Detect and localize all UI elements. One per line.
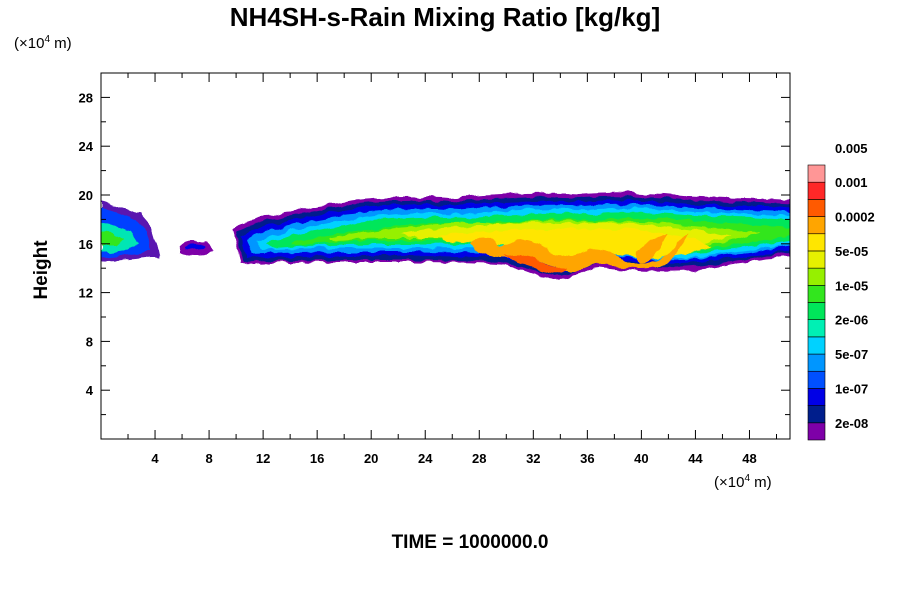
x-axis-unit: (×104 m) bbox=[714, 473, 772, 491]
x-tick-label: 24 bbox=[418, 451, 433, 466]
contour-field bbox=[101, 192, 790, 280]
y-axis-unit: (×104 m) bbox=[14, 34, 72, 52]
colorbar-swatch bbox=[807, 422, 826, 441]
y-tick-label: 24 bbox=[79, 139, 94, 154]
y-tick-label: 4 bbox=[86, 383, 94, 398]
x-axis: 4 8 12 16 20 24 28 32 36 40 44 48 bbox=[127, 73, 777, 466]
contour-band-12 bbox=[637, 232, 668, 264]
colorbar-swatch bbox=[807, 336, 826, 355]
contour-band-11 bbox=[470, 232, 688, 272]
x-tick-label: 36 bbox=[580, 451, 594, 466]
x-tick-label: 16 bbox=[310, 451, 324, 466]
x-tick-label: 48 bbox=[742, 451, 756, 466]
plot-frame bbox=[100, 72, 791, 440]
colorbar: 2e-08 1e-07 5e-07 2e-06 1e-05 5e-05 0.0002 0.00… bbox=[807, 141, 875, 441]
colorbar-swatch bbox=[807, 233, 826, 252]
x-tick-label: 28 bbox=[472, 451, 486, 466]
colorbar-swatch bbox=[807, 302, 826, 320]
y-tick-label: 28 bbox=[79, 90, 93, 105]
contour-band-13 bbox=[506, 254, 568, 274]
colorbar-label: 5e-05 bbox=[835, 244, 868, 259]
colorbar-swatch bbox=[807, 164, 826, 183]
colorbar-swatch bbox=[807, 267, 826, 286]
colorbar-swatch bbox=[807, 405, 826, 424]
contour-blob-small-core bbox=[186, 243, 206, 250]
x-tick-label: 12 bbox=[256, 451, 270, 466]
colorbar-label: 1e-07 bbox=[835, 381, 868, 396]
colorbar-swatch bbox=[807, 353, 826, 372]
x-tick-label: 40 bbox=[634, 451, 648, 466]
colorbar-swatch bbox=[807, 181, 826, 200]
colorbar-swatch bbox=[807, 216, 826, 235]
x-tick-label: 8 bbox=[205, 451, 212, 466]
y-axis: 4 8 12 16 20 24 28 bbox=[79, 90, 790, 416]
colorbar-swatch bbox=[807, 388, 826, 406]
colorbar-label: 2e-08 bbox=[835, 416, 868, 431]
x-tick-label: 32 bbox=[526, 451, 540, 466]
y-tick-label: 20 bbox=[79, 188, 93, 203]
colorbar-label: 0.005 bbox=[835, 141, 868, 156]
colorbar-label: 2e-06 bbox=[835, 313, 868, 328]
x-tick-label: 4 bbox=[151, 451, 159, 466]
colorbar-label: 0.001 bbox=[835, 175, 868, 190]
colorbar-swatch bbox=[807, 199, 826, 217]
time-label: TIME = 1000000.0 bbox=[391, 532, 549, 553]
y-tick-label: 8 bbox=[86, 334, 93, 349]
contour-band-left-core bbox=[101, 232, 124, 246]
colorbar-swatch bbox=[807, 285, 826, 303]
x-tick-label: 20 bbox=[364, 451, 378, 466]
y-tick-label: 12 bbox=[79, 286, 93, 301]
colorbar-swatch bbox=[807, 250, 826, 269]
colorbar-swatch bbox=[807, 370, 826, 389]
colorbar-label: 1e-05 bbox=[835, 278, 868, 293]
colorbar-swatch bbox=[807, 319, 826, 338]
y-tick-label: 16 bbox=[79, 237, 93, 252]
x-tick-label: 44 bbox=[688, 451, 703, 466]
colorbar-label: 0.0002 bbox=[835, 210, 875, 225]
chart-title: NH4SH-s-Rain Mixing Ratio [kg/kg] bbox=[229, 2, 661, 32]
colorbar-label: 5e-07 bbox=[835, 347, 868, 362]
